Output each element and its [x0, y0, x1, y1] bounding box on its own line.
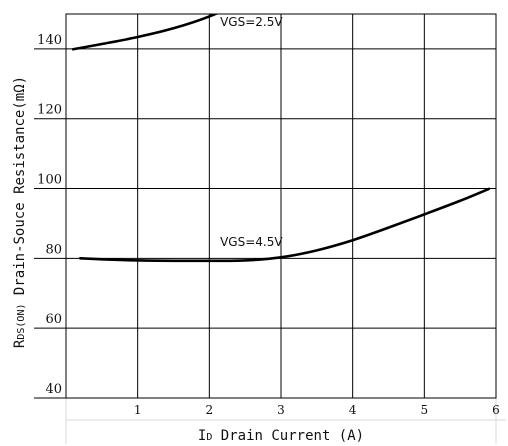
y-axis-title: RDS(ON) Drain-Souce Resistance(mΩ)	[12, 76, 28, 348]
y-axis-title-subscript: DS(ON)	[16, 304, 27, 340]
gridlines	[34, 13, 497, 399]
y-tick-label: 100	[37, 173, 62, 188]
x-axis-title-symbol: I	[198, 428, 206, 444]
y-axis-title-symbol: R	[12, 339, 28, 348]
x-axis-title-text: Drain Current (A)	[212, 428, 364, 444]
x-tick-label: 1	[134, 403, 142, 417]
series-labels: VGS=2.5V VGS=4.5V	[220, 15, 283, 249]
series-label: VGS=4.5V	[220, 235, 283, 249]
x-tick-label: 6	[492, 403, 500, 417]
x-axis-title-subscript: D	[206, 432, 212, 443]
series-line	[71, 14, 219, 51]
y-tick-label: 140	[37, 33, 62, 48]
y-tick-label: 40	[45, 382, 62, 397]
series-line	[79, 187, 491, 263]
x-tick-label: 5	[421, 403, 429, 417]
y-tick-label: 80	[45, 242, 62, 257]
curves	[71, 14, 491, 263]
y-tick-label: 60	[45, 312, 62, 327]
x-tick-label: 2	[206, 403, 214, 417]
y-tick-label: 120	[37, 103, 62, 118]
x-tick-label: 4	[349, 403, 357, 417]
x-tick-label: 3	[277, 403, 285, 417]
series-label: VGS=2.5V	[220, 15, 283, 29]
x-axis-title: ID Drain Current (A)	[198, 428, 364, 444]
x-tick-labels: 1 2 3 4 5 6	[134, 403, 500, 417]
y-tick-labels: 140 120 100 80 60 40	[37, 33, 62, 397]
y-axis-title-text: Drain-Souce Resistance(mΩ)	[12, 76, 28, 304]
